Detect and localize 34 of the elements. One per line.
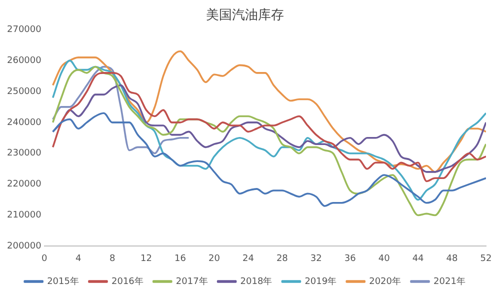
y-tick-label: 270000 bbox=[6, 24, 42, 35]
x-tick-label: 36 bbox=[344, 254, 356, 264]
x-tick-label: 32 bbox=[310, 254, 322, 264]
y-tick-label: 250000 bbox=[6, 86, 42, 97]
x-tick-label: 48 bbox=[446, 254, 458, 264]
y-tick-label: 210000 bbox=[6, 210, 42, 221]
legend-label: 2021年 bbox=[434, 276, 466, 287]
x-tick-label: 4 bbox=[75, 254, 82, 264]
x-tick-label: 20 bbox=[208, 254, 220, 264]
x-tick-label: 16 bbox=[174, 254, 186, 264]
line-series bbox=[52, 112, 486, 207]
x-tick-label: 0 bbox=[41, 254, 48, 264]
line-series bbox=[52, 72, 486, 182]
legend-label: 2020年 bbox=[369, 276, 402, 287]
x-tick-label: 40 bbox=[378, 254, 390, 264]
x-tick-label: 12 bbox=[140, 254, 152, 264]
legend-label: 2018年 bbox=[240, 276, 272, 287]
y-tick-label: 220000 bbox=[6, 180, 42, 190]
chart-title: 美国汽油库存 bbox=[206, 7, 284, 24]
x-tick-label: 28 bbox=[276, 254, 288, 264]
legend-label: 2016年 bbox=[111, 276, 144, 287]
legend-label: 2017年 bbox=[176, 276, 208, 287]
legend-label: 2015年 bbox=[47, 276, 79, 287]
x-tick-label: 8 bbox=[109, 254, 116, 264]
y-tick-label: 200000 bbox=[6, 242, 42, 252]
y-tick-label: 260000 bbox=[6, 56, 42, 66]
line-series bbox=[52, 66, 190, 154]
y-tick-label: 240000 bbox=[6, 118, 42, 128]
legend-label: 2019年 bbox=[304, 276, 337, 287]
y-tick-label: 230000 bbox=[6, 148, 42, 159]
x-tick-label: 24 bbox=[242, 254, 254, 264]
line-series bbox=[52, 50, 486, 173]
x-tick-label: 52 bbox=[480, 254, 492, 264]
x-tick-label: 44 bbox=[412, 254, 424, 264]
